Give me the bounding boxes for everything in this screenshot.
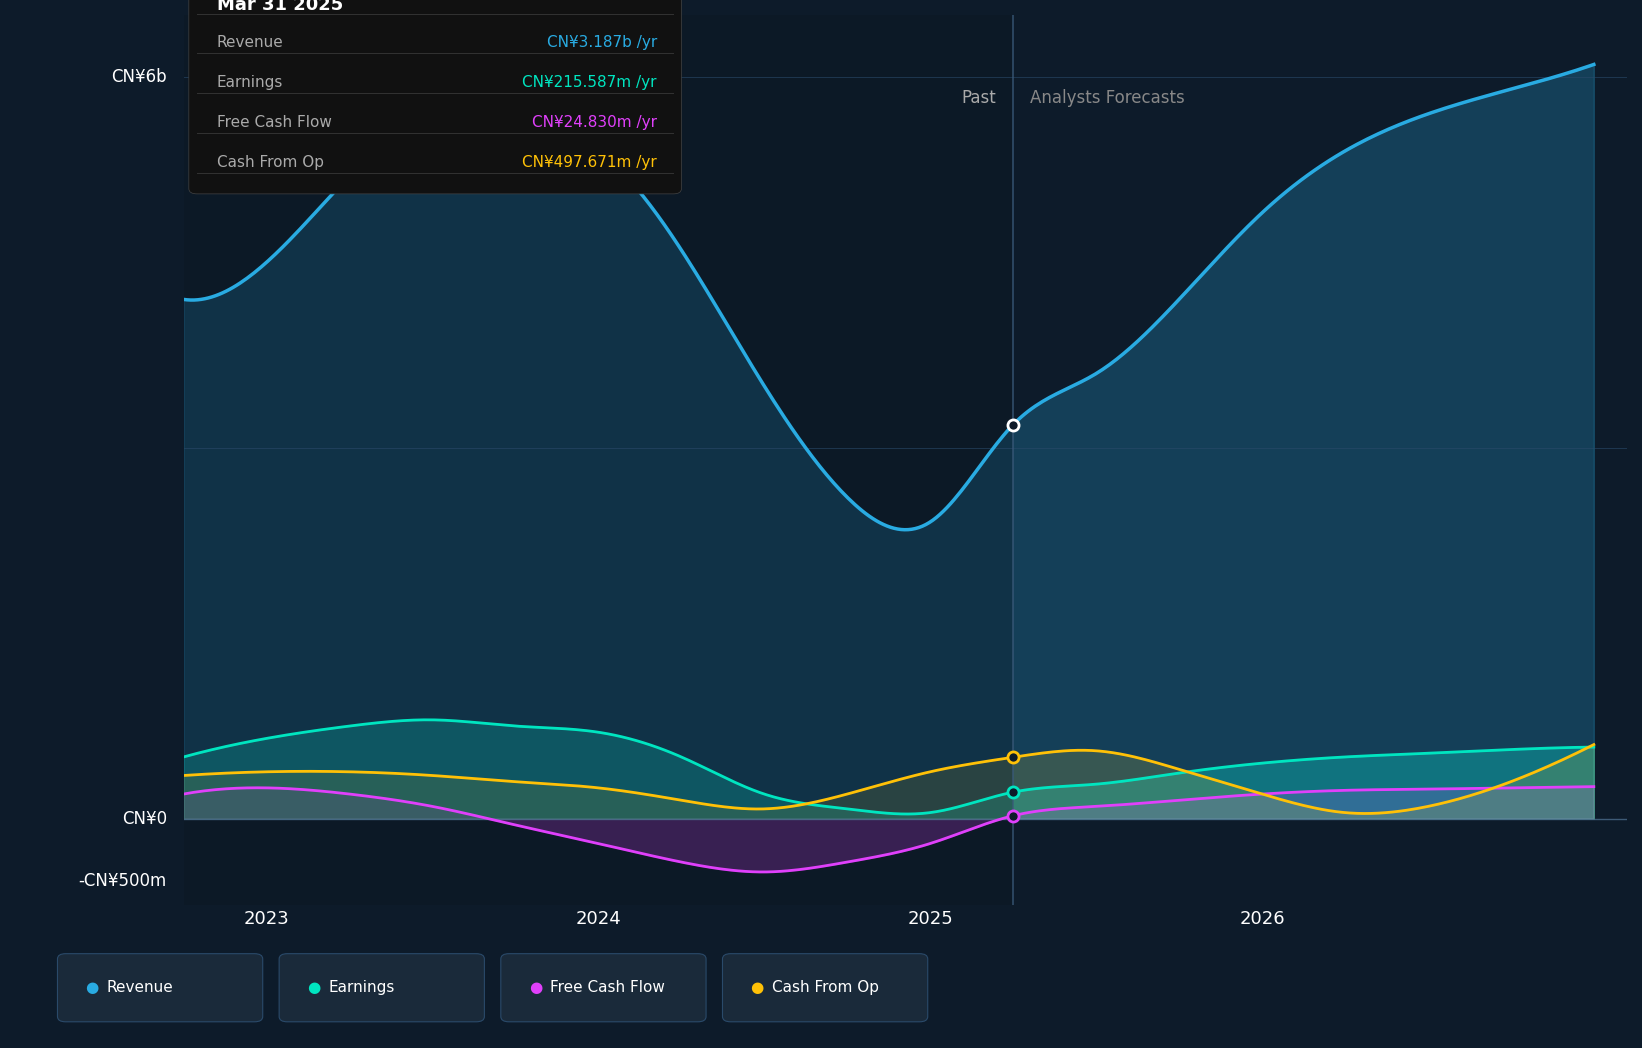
Text: Earnings: Earnings xyxy=(217,75,282,90)
Text: ●: ● xyxy=(85,980,99,995)
Text: CN¥0: CN¥0 xyxy=(122,810,167,828)
Text: Revenue: Revenue xyxy=(217,36,284,50)
Text: ●: ● xyxy=(307,980,320,995)
Text: CN¥3.187b /yr: CN¥3.187b /yr xyxy=(547,36,657,50)
Text: ●: ● xyxy=(750,980,764,995)
Text: CN¥6b: CN¥6b xyxy=(112,68,167,86)
Text: ●: ● xyxy=(529,980,542,995)
Text: Past: Past xyxy=(962,89,997,107)
Text: Mar 31 2025: Mar 31 2025 xyxy=(217,0,343,15)
Text: Cash From Op: Cash From Op xyxy=(772,980,878,995)
Text: Free Cash Flow: Free Cash Flow xyxy=(550,980,665,995)
Text: Free Cash Flow: Free Cash Flow xyxy=(217,115,332,130)
Text: CN¥24.830m /yr: CN¥24.830m /yr xyxy=(532,115,657,130)
Text: Analysts Forecasts: Analysts Forecasts xyxy=(1030,89,1184,107)
Polygon shape xyxy=(184,15,1013,905)
Text: Cash From Op: Cash From Op xyxy=(217,155,323,170)
Text: Earnings: Earnings xyxy=(328,980,394,995)
Text: -CN¥500m: -CN¥500m xyxy=(79,872,167,890)
Text: Revenue: Revenue xyxy=(107,980,174,995)
Text: CN¥497.671m /yr: CN¥497.671m /yr xyxy=(522,155,657,170)
Text: CN¥215.587m /yr: CN¥215.587m /yr xyxy=(522,75,657,90)
